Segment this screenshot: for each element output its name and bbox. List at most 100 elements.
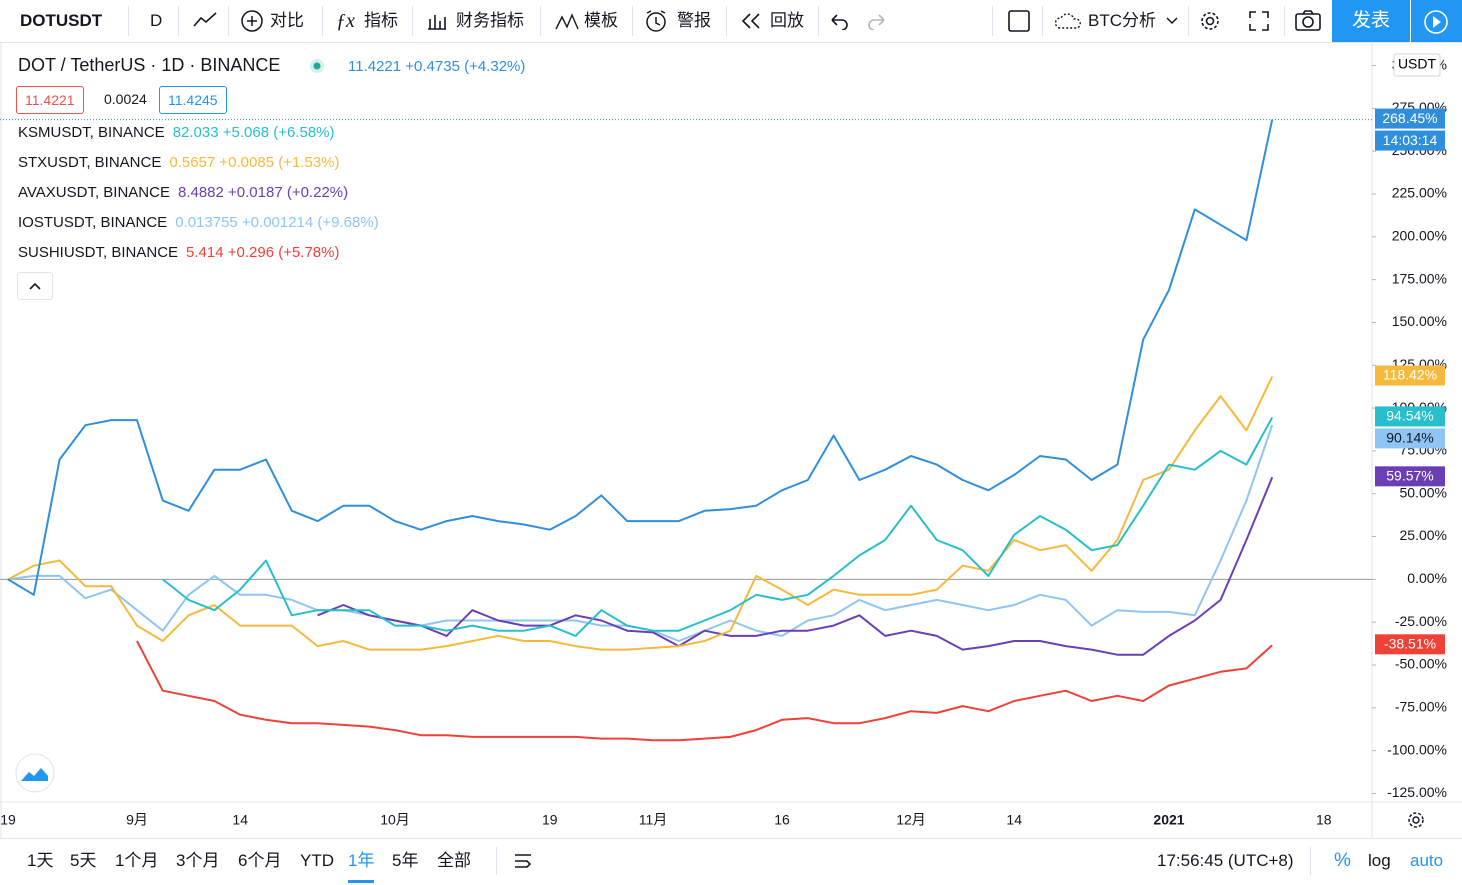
bid-box: 11.4221 [16, 86, 84, 114]
x-tick-label: 12月 [896, 812, 926, 828]
countdown-badge [1375, 130, 1445, 151]
fullscreen-icon[interactable] [1248, 10, 1270, 32]
legend-name[interactable]: AVAXUSDT, BINANCE [18, 184, 170, 201]
spread-box: 0.0024 [104, 91, 147, 107]
range-button[interactable]: 全部 [437, 851, 471, 870]
replay-button[interactable]: 回放 [770, 11, 804, 30]
price-axis: -125.00% -100.00% -75.00% -50.00% -25.00% 0.0… [1372, 56, 1447, 800]
clock: 17:56:45 (UTC+8) [1157, 851, 1294, 870]
x-tick-label: 11月 [639, 812, 668, 828]
settings-icon[interactable] [1198, 9, 1222, 33]
templates-icon [555, 13, 579, 30]
y-tick-label: 200.00% [1392, 228, 1447, 244]
separator [322, 6, 323, 36]
indicators-button[interactable]: 指标 [364, 11, 398, 30]
separator [540, 6, 541, 36]
separator [1310, 847, 1311, 875]
range-button-active[interactable]: 1年 [348, 839, 375, 883]
range-button[interactable]: YTD [300, 851, 334, 870]
range-button[interactable]: 5年 [392, 851, 419, 870]
interval-button[interactable]: D [150, 11, 163, 30]
legend-name[interactable]: SUSHIUSDT, BINANCE [18, 244, 179, 261]
separator [992, 6, 993, 36]
price-badge-label: -38.51% [1384, 636, 1436, 652]
compare-button[interactable]: 对比 [270, 11, 304, 30]
legend-name[interactable]: IOSTUSDT, BINANCE [18, 214, 168, 231]
collapse-legend-button[interactable] [17, 272, 53, 300]
chevron-icon [29, 282, 41, 290]
separator [1042, 6, 1043, 36]
x-tick-label: 16 [774, 812, 790, 828]
legend-quote: 0.5657 +0.0085 (+1.53%) [169, 154, 340, 171]
y-tick-label: -75.00% [1395, 699, 1447, 715]
financials-button[interactable]: 财务指标 [456, 11, 524, 30]
symbol-button[interactable]: DOTUSDT [20, 11, 103, 30]
currency-button[interactable] [1393, 53, 1441, 77]
series-line [7, 376, 1274, 651]
y-tick-label: 50.00% [1400, 484, 1447, 500]
replay-icon [741, 13, 760, 29]
price-badge-label: 94.54% [1386, 408, 1433, 424]
time-axis: 19 9月 14 10月 19 11月 16 12月 14 2021 18 [0, 812, 1332, 828]
legend-name[interactable]: STXUSDT, BINANCE [18, 154, 162, 171]
price-badge [1375, 406, 1445, 427]
x-tick-label: 10月 [380, 812, 410, 828]
x-tick-label: 2021 [1153, 812, 1184, 828]
publish-button[interactable]: 发表 [1332, 0, 1410, 42]
price-badge [1375, 365, 1445, 386]
range-button[interactable]: 1个月 [115, 851, 159, 870]
price-badge [1375, 108, 1445, 129]
range-button[interactable]: 3个月 [176, 851, 220, 870]
price-badge [1375, 466, 1445, 487]
series-line [162, 416, 1274, 637]
y-tick-label: 150.00% [1392, 313, 1447, 329]
y-tick-label: -125.00% [1387, 784, 1447, 800]
dropdown-icon [1166, 17, 1178, 25]
separator [412, 6, 413, 36]
separator [1284, 6, 1285, 36]
y-tick-label: 25.00% [1400, 527, 1447, 543]
legend-name[interactable]: KSMUSDT, BINANCE [18, 124, 165, 141]
legend-quote: 0.013755 +0.001214 (+9.68%) [175, 214, 379, 231]
x-tick-label: 14 [232, 812, 248, 828]
range-button[interactable]: 1天 [27, 851, 54, 870]
layout-name-button[interactable]: BTC分析 [1088, 11, 1156, 30]
series-line [136, 640, 1273, 742]
series-line [317, 476, 1274, 656]
settings-gear[interactable] [1408, 812, 1424, 828]
snapshot-icon[interactable] [1294, 9, 1322, 33]
alert-button[interactable]: 警报 [677, 11, 711, 30]
price-badges: 268.45% 14:03:14 118.42% 94.54% 90.14% 59.57%… [1375, 108, 1445, 655]
separator [228, 6, 229, 36]
percent-toggle[interactable]: % [1334, 850, 1351, 871]
chart-style-icon[interactable] [192, 10, 218, 30]
price-badge-label: 59.57% [1386, 468, 1433, 484]
chart: -125.00% -100.00% -75.00% -50.00% -25.00% 0.0… [0, 43, 1462, 838]
goto-date-icon[interactable] [512, 851, 536, 871]
countdown-label: 14:03:14 [1383, 132, 1438, 148]
range-button[interactable]: 6个月 [238, 851, 282, 870]
undo-redo-icons[interactable] [828, 12, 888, 30]
x-tick-label: 19 [0, 812, 16, 828]
templates-button[interactable]: 模板 [584, 11, 618, 30]
range-button[interactable]: 5天 [70, 851, 97, 870]
price-badge [1375, 428, 1445, 449]
layout-icon[interactable] [1008, 10, 1030, 32]
ask-box: 11.4245 [159, 86, 227, 114]
play-button[interactable] [1411, 0, 1462, 42]
symbol-title: DOT / TetherUS · 1D · BINANCE [18, 55, 281, 75]
play-icon [1424, 10, 1448, 34]
legend-quote: 82.033 +5.068 (+6.58%) [172, 124, 335, 141]
fx-icon: ƒx [336, 10, 355, 32]
compare-icon [241, 10, 263, 32]
toolbar: DOTUSDT D 对比 ƒx 指标 财务指标 模板 警报 回放 BTC分析 发… [0, 0, 1462, 43]
log-toggle[interactable]: log [1368, 851, 1391, 870]
y-tick-label: 0.00% [1407, 570, 1447, 586]
price-badge-label: 90.14% [1386, 430, 1433, 446]
bottom-bar: 1天 5天 1个月 3个月 6个月 YTD 1年 5年 全部 17:56:45 … [0, 838, 1462, 885]
x-tick-label: 14 [1006, 812, 1022, 828]
auto-toggle[interactable]: auto [1410, 851, 1444, 870]
separator [726, 6, 727, 36]
